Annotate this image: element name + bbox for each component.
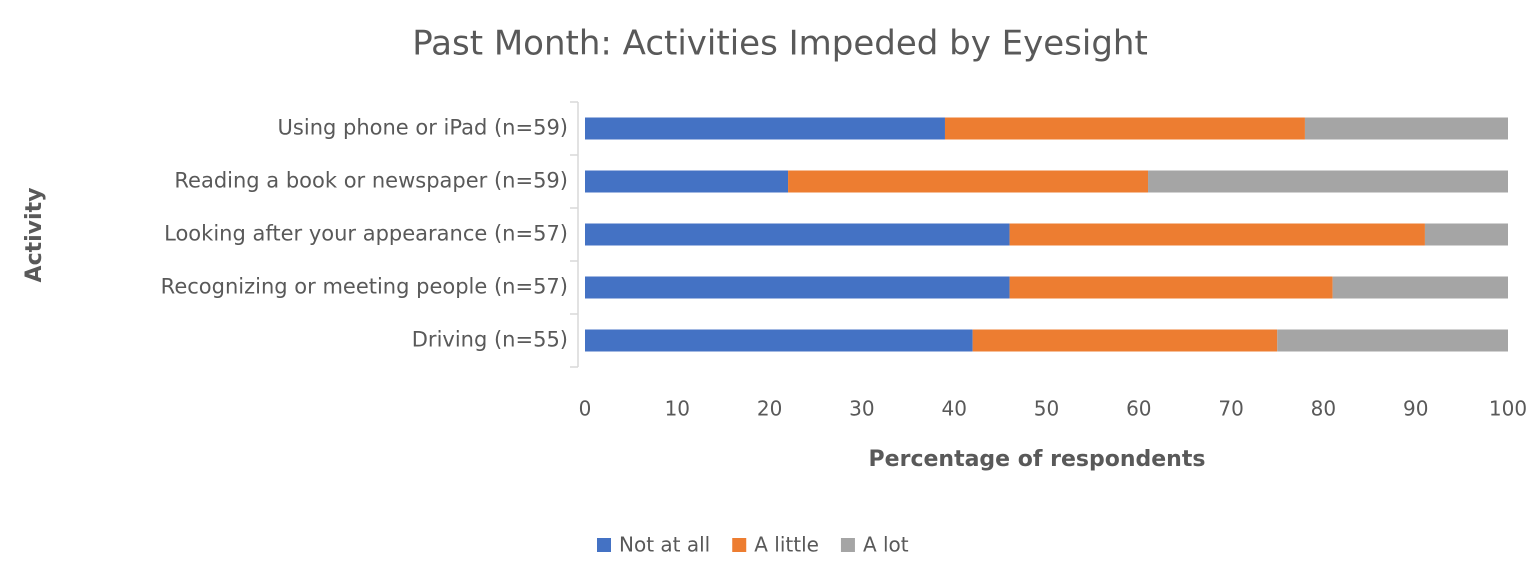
y-tick-label: Driving (n=55) [412,328,568,352]
x-tick-label: 50 [1034,397,1059,421]
bar-segment [585,223,1010,246]
bar-segment [585,170,789,193]
bar-segment [585,117,945,140]
bar-segment [1277,329,1508,352]
bar-segment [1304,117,1508,140]
y-tick-label: Looking after your appearance (n=57) [164,222,568,246]
bar-segment [1009,276,1333,299]
bar-segment [972,329,1278,352]
x-tick-label: 80 [1311,397,1336,421]
x-tick-label: 30 [849,397,874,421]
legend-swatch [840,538,855,552]
legend-swatch [732,538,747,552]
x-tick-label: 40 [941,397,966,421]
legend-label: A lot [863,533,909,557]
x-tick-label: 10 [665,397,690,421]
bar-segment [1148,170,1508,193]
x-tick-label: 60 [1126,397,1151,421]
y-tick-label: Using phone or iPad (n=59) [278,116,568,140]
legend-label: Not at all [619,533,710,557]
y-tick-label: Recognizing or meeting people (n=57) [161,275,568,299]
x-tick-label: 0 [579,397,592,421]
legend-swatch [597,538,611,552]
y-axis-title: Activity [22,188,47,283]
bar-segment [585,329,973,352]
bar-segment [944,117,1305,140]
bar-segment [1332,276,1508,299]
bar-segment [788,170,1149,193]
bar-segment [1009,223,1425,246]
bar-segment [1424,223,1508,246]
chart-title: Past Month: Activities Impeded by Eyesig… [412,24,1148,64]
y-tick-label: Reading a book or newspaper (n=59) [174,169,568,193]
x-tick-label: 20 [757,397,782,421]
legend-label: A little [754,533,819,557]
x-axis-title: Percentage of respondents [869,447,1206,472]
x-tick-label: 100 [1489,397,1527,421]
x-tick-label: 70 [1218,397,1243,421]
x-tick-label: 90 [1403,397,1428,421]
bar-segment [585,276,1010,299]
